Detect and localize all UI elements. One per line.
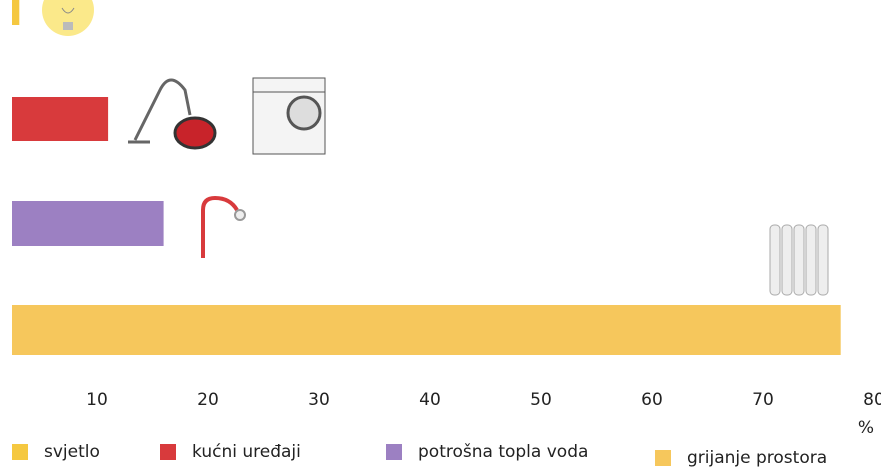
legend-swatch bbox=[655, 450, 671, 466]
legend-label: svjetlo bbox=[44, 442, 100, 462]
x-tick-label: 20 bbox=[197, 390, 219, 410]
bar bbox=[0, 305, 841, 355]
legend-label: grijanje prostora bbox=[687, 448, 827, 468]
x-tick-label: 40 bbox=[419, 390, 441, 410]
radiator-icon bbox=[770, 225, 828, 295]
x-tick-label: 70 bbox=[752, 390, 774, 410]
legend-swatch bbox=[160, 444, 176, 460]
shower-icon bbox=[203, 198, 245, 258]
washer-icon bbox=[253, 78, 325, 154]
plot-area bbox=[0, 0, 841, 355]
legend-swatch bbox=[386, 444, 402, 460]
bar bbox=[0, 201, 164, 246]
bar bbox=[0, 97, 108, 141]
legend-label: potrošna topla voda bbox=[418, 442, 588, 462]
x-tick-label: 10 bbox=[86, 390, 108, 410]
vacuum-icon bbox=[128, 80, 215, 148]
bar bbox=[0, 0, 19, 25]
x-tick-label: 30 bbox=[308, 390, 330, 410]
x-tick-label: 60 bbox=[641, 390, 663, 410]
bulb-icon bbox=[42, 0, 94, 36]
legend-swatch bbox=[12, 444, 28, 460]
x-tick-label: 50 bbox=[530, 390, 552, 410]
chart: % 10 20 30 40 50 60 70 80 svjetlo kućni uređaji po… bbox=[0, 0, 881, 468]
x-tick-label: 80 bbox=[863, 390, 881, 410]
x-axis-unit: % bbox=[858, 418, 874, 438]
legend-label: kućni uređaji bbox=[192, 442, 301, 462]
